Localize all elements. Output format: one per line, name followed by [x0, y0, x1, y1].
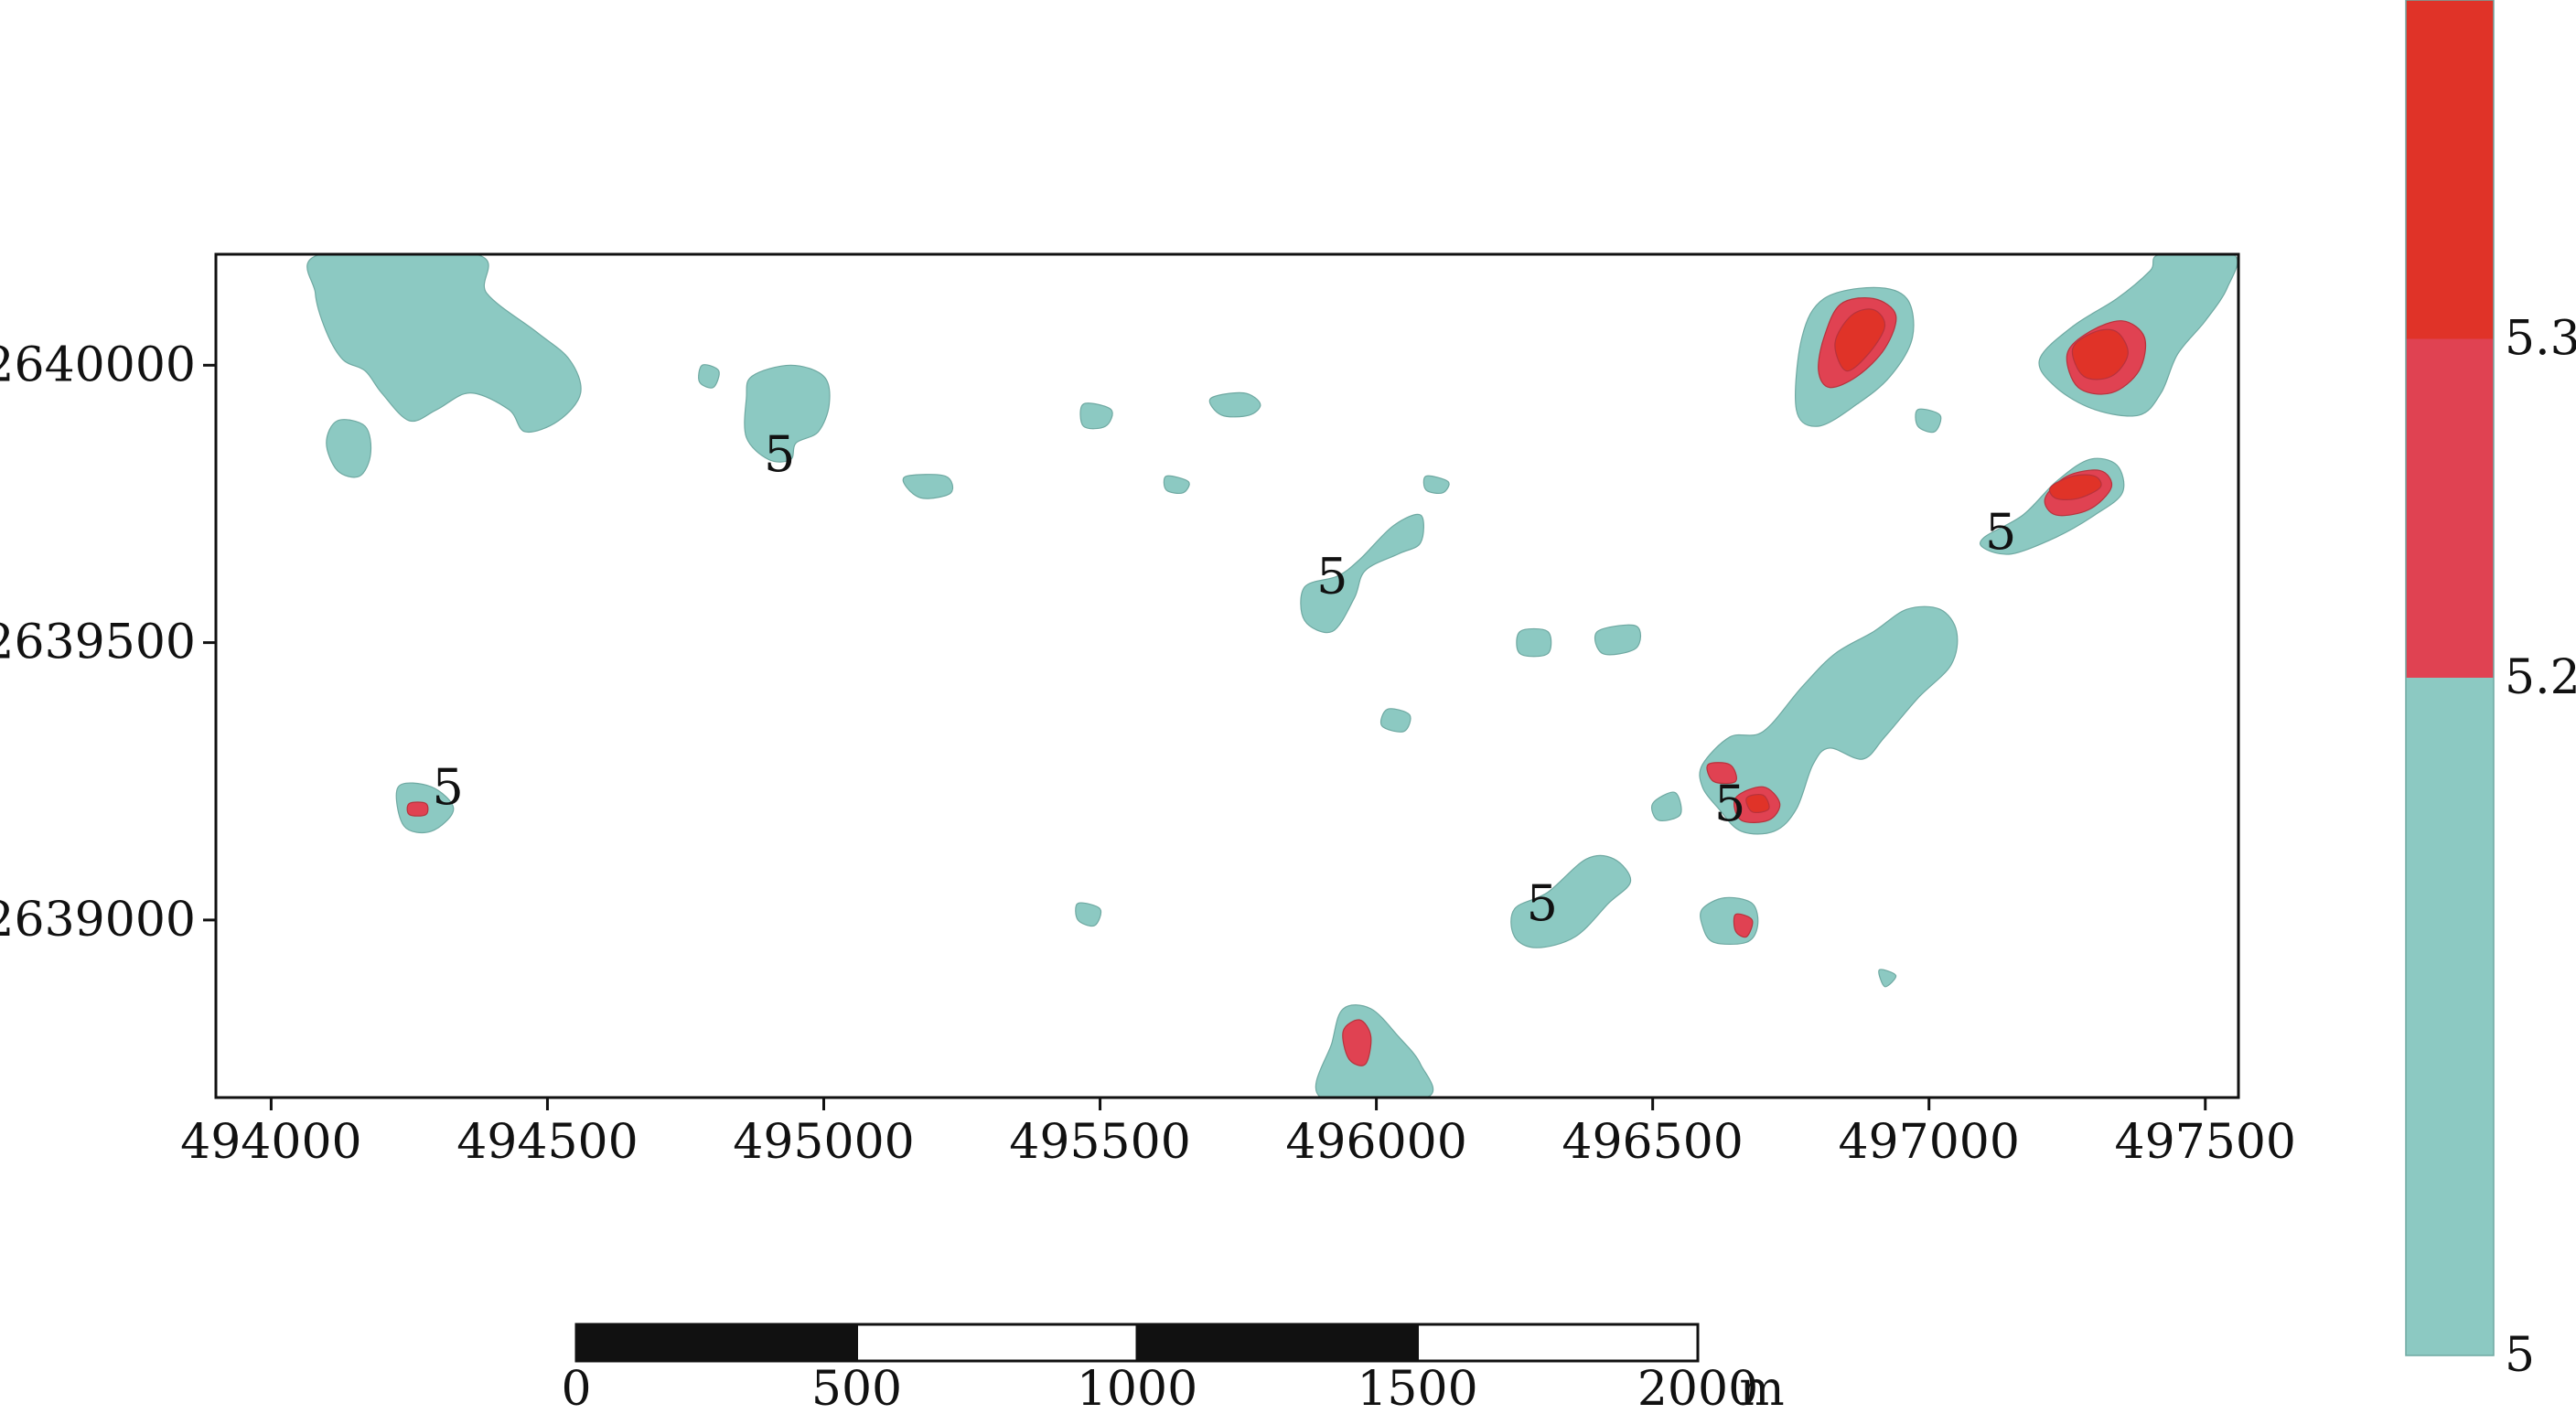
- contour-region-5: [1163, 475, 1190, 494]
- contour-region-5-2: [1733, 913, 1754, 938]
- scale-bar-unit: m: [1739, 1362, 1784, 1414]
- scale-bar-segment: [855, 1323, 1139, 1363]
- contour-region-5: [902, 474, 954, 499]
- x-tick-label: 495500: [1009, 1115, 1191, 1170]
- contour-region-5: [1651, 791, 1682, 821]
- y-axis: 2640000 2639500 2639000: [0, 337, 216, 948]
- contour-region-5-3: [1745, 794, 1770, 813]
- contour-region-5-3: [2071, 328, 2129, 380]
- contour-region-5: [1079, 402, 1113, 430]
- x-tick-label: 494000: [180, 1115, 362, 1170]
- contour-region-5-2: [1342, 1019, 1372, 1066]
- colorbar-label: 5.2: [2505, 650, 2576, 705]
- colorbar-label: 5: [2505, 1328, 2535, 1383]
- colorbar-frame: [2405, 0, 2495, 1356]
- contour-region-5: [306, 254, 582, 434]
- plot-area: 5 5 5 5 5 5 494000 494500 495000 495500 496000 496…: [0, 252, 2296, 1170]
- scale-bar-label: 1500: [1357, 1362, 1477, 1414]
- contour-label: 5: [764, 425, 795, 483]
- contour-region-5: [1699, 605, 1959, 835]
- contour-region-5: [1878, 969, 1897, 988]
- contour-region-5-2: [406, 801, 429, 817]
- x-tick-label: 497500: [2114, 1115, 2296, 1170]
- contour-region-5-3: [1834, 308, 1886, 372]
- scale-bar-label: 0: [561, 1362, 591, 1414]
- colorbar-band: [2406, 0, 2494, 339]
- scale-bar-label: 2000: [1637, 1362, 1758, 1414]
- contour-region-5: [698, 364, 720, 389]
- contour-region-5: [1208, 391, 1261, 418]
- x-tick-label: 497000: [1838, 1115, 2020, 1170]
- scale-bar-segment: [574, 1323, 858, 1363]
- contour-region-5: [744, 364, 831, 463]
- contour-region-5: [1516, 627, 1552, 658]
- x-tick-label: 496500: [1562, 1115, 1744, 1170]
- colorbar: 5 5.2 5.3: [2405, 0, 2576, 1383]
- contour-region-5: [1594, 624, 1642, 656]
- contour-region-5-3: [2048, 474, 2102, 500]
- x-tick-label: 495000: [733, 1115, 915, 1170]
- contour-label: 5: [1985, 503, 2016, 561]
- x-tick-label: 496000: [1285, 1115, 1467, 1170]
- x-axis: 494000 494500 495000 495500 496000 496500 4970…: [180, 1098, 2296, 1170]
- scale-bar-label: 500: [811, 1362, 902, 1414]
- contour-labels: 5 5 5 5 5 5: [433, 425, 2017, 932]
- contour-region-5: [326, 419, 372, 478]
- x-tick-label: 494500: [456, 1115, 639, 1170]
- contour-regions: [306, 254, 2238, 1098]
- plot-frame: [214, 252, 2240, 1099]
- contour-region-5: [1379, 708, 1411, 733]
- y-tick-label: 2639500: [0, 616, 196, 670]
- colorbar-band: [2406, 678, 2494, 1355]
- contour-region-5: [1510, 854, 1632, 948]
- contour-label: 5: [1714, 775, 1745, 832]
- y-tick-label: 2639000: [0, 893, 196, 948]
- contour-region-5-2: [1706, 762, 1737, 785]
- contour-region-5: [1300, 513, 1424, 634]
- colorbar-band: [2406, 338, 2494, 678]
- contour-region-5: [1075, 902, 1102, 927]
- contour-region-5: [1915, 408, 1942, 434]
- contour-label: 5: [433, 758, 464, 816]
- y-tick-label: 2640000: [0, 337, 196, 392]
- contour-region-5: [1422, 475, 1450, 494]
- scale-bar-segment: [1416, 1323, 1700, 1363]
- scale-bar-segment: [1135, 1323, 1419, 1363]
- contour-label: 5: [1527, 874, 1558, 932]
- contour-label: 5: [1316, 547, 1347, 605]
- colorbar-label: 5.3: [2505, 312, 2576, 367]
- scale-bar-label: 1000: [1077, 1362, 1197, 1414]
